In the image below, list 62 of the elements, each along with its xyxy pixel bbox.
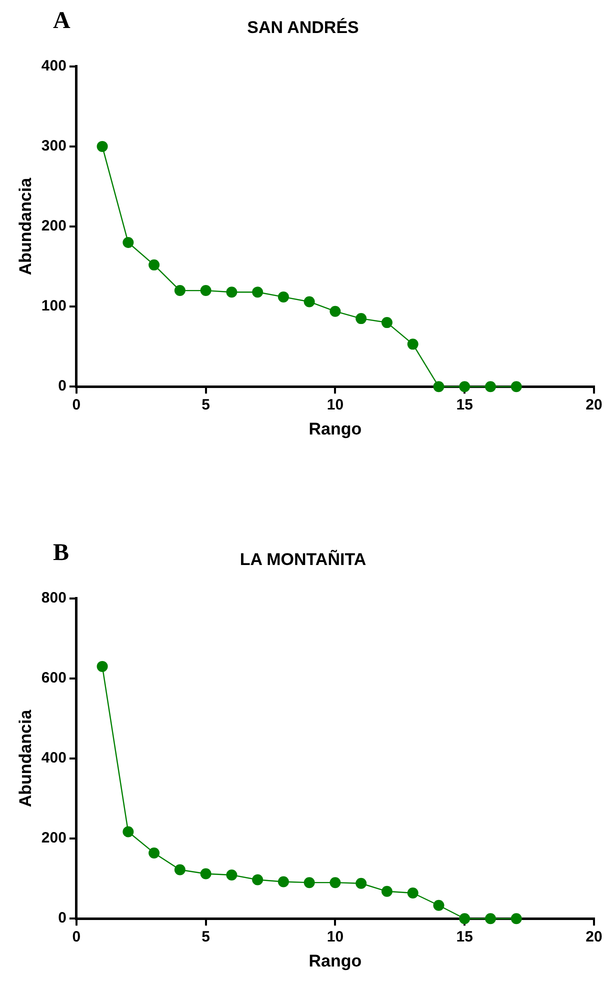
- y-tick-label: 0: [58, 378, 66, 395]
- point: [226, 286, 238, 298]
- y-tick-label: 0: [58, 910, 66, 927]
- point: [433, 900, 444, 911]
- point: [356, 878, 367, 889]
- text: B: [53, 540, 70, 567]
- point: [200, 285, 212, 296]
- chart-title: SAN ANDRÉS: [247, 16, 359, 37]
- x-tick-label: 0: [72, 928, 81, 946]
- x-tick-label: 20: [586, 928, 602, 946]
- y-tick-label: 200: [41, 830, 66, 847]
- x-axis-title: Rango: [308, 951, 362, 970]
- point: [304, 296, 315, 308]
- y-tick-label: 400: [41, 750, 66, 767]
- point: [226, 869, 238, 880]
- point: [433, 381, 444, 392]
- text: A: [53, 8, 70, 35]
- y-tick-label: 300: [41, 138, 66, 155]
- point: [200, 868, 212, 880]
- x-tick-label: 10: [326, 928, 344, 946]
- point: [278, 876, 289, 888]
- y-axis-title: Abundancia: [16, 177, 35, 276]
- point: [407, 887, 418, 898]
- point: [278, 291, 289, 302]
- y-tick-label: 200: [41, 218, 66, 235]
- point: [330, 306, 341, 317]
- point: [252, 874, 264, 886]
- point: [459, 913, 470, 924]
- point: [510, 913, 522, 924]
- y-tick-label: 800: [41, 590, 66, 607]
- chart-title: LA MONTAÑITA: [240, 548, 366, 569]
- y-axis-title: Abundancia: [16, 709, 35, 808]
- x-axis-title: Rango: [308, 419, 362, 438]
- x-tick-label: 5: [202, 396, 210, 414]
- point: [96, 140, 108, 152]
- x-tick-label: 15: [456, 396, 473, 414]
- point: [407, 338, 418, 350]
- point: [122, 237, 134, 248]
- y-tick-label: 600: [41, 670, 66, 687]
- point: [174, 864, 186, 876]
- point: [484, 913, 496, 924]
- x-tick-label: 5: [202, 928, 210, 946]
- x-tick-label: 20: [586, 396, 602, 414]
- point: [381, 317, 392, 328]
- point: [304, 877, 315, 888]
- point: [459, 381, 470, 392]
- point: [122, 826, 134, 838]
- point: [148, 847, 160, 858]
- point: [330, 877, 341, 888]
- point: [356, 313, 367, 324]
- x-tick-label: 15: [456, 928, 473, 946]
- point: [148, 259, 160, 270]
- x-tick-label: 10: [326, 396, 344, 414]
- point: [252, 286, 264, 298]
- x-tick-label: 0: [72, 396, 81, 414]
- point: [484, 381, 496, 392]
- point: [96, 660, 108, 672]
- point: [510, 381, 522, 392]
- y-tick-label: 100: [41, 298, 66, 315]
- y-tick-label: 400: [41, 58, 66, 75]
- point: [174, 285, 186, 296]
- point: [381, 886, 392, 897]
